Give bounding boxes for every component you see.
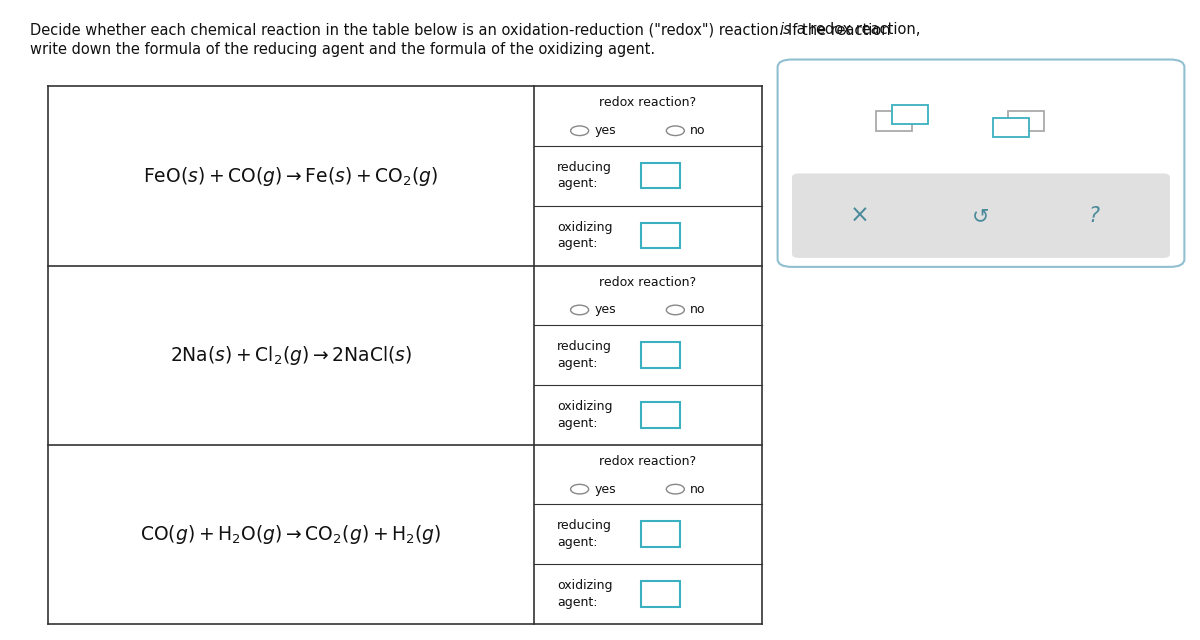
FancyBboxPatch shape: [641, 223, 679, 248]
FancyBboxPatch shape: [641, 402, 679, 428]
Text: $\mathregular{2Na}(\mathit{s}) + \mathregular{Cl_2}(\mathit{g}) \rightarrow \mat: $\mathregular{2Na}(\mathit{s}) + \mathre…: [170, 344, 412, 367]
FancyBboxPatch shape: [992, 118, 1028, 137]
FancyBboxPatch shape: [641, 581, 679, 607]
Text: a redox reaction,: a redox reaction,: [792, 22, 920, 37]
Text: oxidizing
agent:: oxidizing agent:: [557, 579, 612, 609]
Text: no: no: [690, 483, 706, 495]
FancyBboxPatch shape: [1008, 111, 1044, 131]
Text: yes: yes: [595, 483, 617, 495]
Text: ?: ?: [1088, 205, 1100, 226]
Text: reducing
agent:: reducing agent:: [557, 340, 612, 369]
Text: oxidizing
agent:: oxidizing agent:: [557, 221, 612, 250]
Text: yes: yes: [595, 124, 617, 137]
Text: Decide whether each chemical reaction in the table below is an oxidation-reducti: Decide whether each chemical reaction in…: [30, 22, 895, 37]
Text: redox reaction?: redox reaction?: [600, 455, 696, 468]
Text: oxidizing
agent:: oxidizing agent:: [557, 400, 612, 429]
Text: no: no: [690, 303, 706, 316]
Text: write down the formula of the reducing agent and the formula of the oxidizing ag: write down the formula of the reducing a…: [30, 42, 655, 56]
FancyBboxPatch shape: [641, 521, 679, 547]
Text: $\mathregular{FeO}(\mathit{s}) + \mathregular{CO}(\mathit{g}) \rightarrow \mathr: $\mathregular{FeO}(\mathit{s}) + \mathre…: [143, 164, 439, 188]
Text: ↺: ↺: [972, 205, 990, 226]
Text: no: no: [690, 124, 706, 137]
Text: yes: yes: [595, 303, 617, 316]
Text: reducing
agent:: reducing agent:: [557, 161, 612, 190]
Text: reducing
agent:: reducing agent:: [557, 519, 612, 548]
Text: ×: ×: [850, 204, 870, 228]
FancyBboxPatch shape: [876, 111, 912, 131]
FancyBboxPatch shape: [778, 60, 1184, 267]
FancyBboxPatch shape: [641, 342, 679, 367]
Text: redox reaction?: redox reaction?: [600, 97, 696, 109]
FancyBboxPatch shape: [641, 163, 679, 188]
Text: redox reaction?: redox reaction?: [600, 276, 696, 289]
FancyBboxPatch shape: [792, 173, 1170, 258]
FancyBboxPatch shape: [892, 105, 928, 124]
Text: $\mathregular{CO}(\mathit{g}) + \mathregular{H_2O}(\mathit{g}) \rightarrow \math: $\mathregular{CO}(\mathit{g}) + \mathreg…: [140, 523, 442, 546]
Text: is: is: [780, 22, 792, 37]
